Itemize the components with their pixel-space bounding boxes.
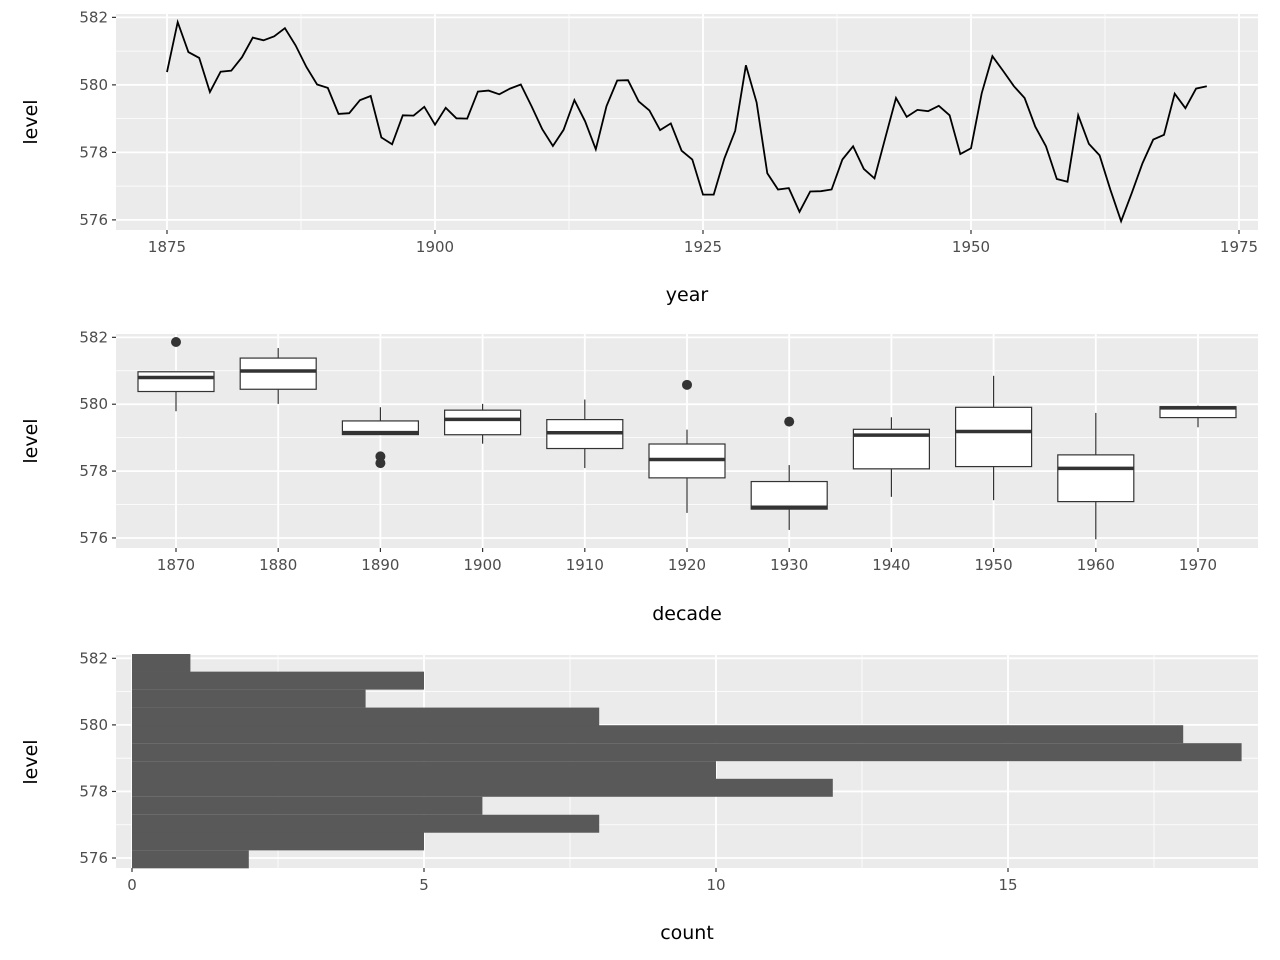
histogram-bar [132,778,833,797]
histogram-bar [132,707,600,726]
histogram-bar [132,796,483,815]
x-tick-label: 5 [419,876,429,894]
histogram-bar [132,654,191,672]
y-tick-label: 576 [79,211,108,229]
histogram-bar [132,850,249,869]
box-1910 [546,399,624,469]
outlier-point [171,337,181,348]
iqr-box [137,371,215,393]
y-tick-label: 582 [79,649,108,667]
x-tick-label: 1975 [1220,238,1258,256]
y-tick-label: 576 [79,849,108,867]
x-tick-label: 10 [706,876,725,894]
y-tick-label: 582 [79,328,108,346]
line-panel: 576 578 580 582 1875 1900 1925 1950 1975 [79,8,1258,256]
x-tick-label: 1870 [157,556,195,574]
box-1930 [750,416,828,530]
x-tick-label: 1925 [684,238,722,256]
box-1960 [1057,412,1135,540]
box-1890 [341,407,419,469]
box-1940 [852,417,931,497]
histogram-bar [132,725,1184,744]
box-1920 [648,379,726,513]
box-1880 [239,348,317,404]
iqr-box [750,480,828,510]
histogram-bar [132,814,600,833]
line-x-axis-title: year [666,284,709,306]
hist-x-axis-title: count [660,922,714,944]
outlier-point [375,451,386,462]
x-tick-label: 1960 [1077,556,1115,574]
histogram-bar [132,743,1242,762]
iqr-box [239,357,317,390]
box-y-axis-title: level [20,418,42,463]
x-tick-label: 1875 [148,238,186,256]
histogram-bar [132,689,366,708]
box-1900 [444,403,522,444]
x-tick-label: 1900 [464,556,502,574]
x-tick-label: 1900 [416,238,454,256]
x-tick-label: 1940 [872,556,910,574]
box-1970 [1159,405,1237,428]
box-1950 [954,375,1033,501]
y-tick-label: 576 [79,529,108,547]
y-tick-label: 580 [79,395,108,413]
histogram-panel: 576 578 580 582 0 5 10 15 [79,649,1258,894]
y-tick-label: 578 [79,782,108,800]
x-tick-label: 0 [127,876,137,894]
x-tick-label: 1920 [668,556,706,574]
x-tick-label: 1950 [952,238,990,256]
histogram-bar [132,832,424,851]
x-tick-label: 1890 [361,556,399,574]
x-tick-label: 15 [998,876,1017,894]
x-tick-label: 1910 [566,556,604,574]
histogram-bar [132,761,716,780]
x-tick-label: 1930 [770,556,808,574]
y-tick-label: 582 [79,8,108,26]
y-tick-label: 580 [79,76,108,94]
hist-y-axis-title: level [20,739,42,784]
histogram-bar [132,671,424,690]
y-tick-label: 578 [79,143,108,161]
y-tick-label: 580 [79,716,108,734]
box-x-axis-title: decade [652,603,722,625]
level-line [166,18,1207,224]
x-tick-label: 1950 [975,556,1013,574]
outlier-point [682,379,692,390]
panel-background [116,14,1258,230]
iqr-box [444,409,522,436]
iqr-box [1057,454,1135,503]
outlier-point [784,416,795,427]
y-tick-label: 578 [79,462,108,480]
x-tick-label: 1970 [1179,556,1217,574]
line-y-axis-title: level [20,99,42,144]
box-1870 [137,337,215,412]
boxplot-panel: 576 578 580 582 1870 1880 1890 1900 1910 1920 1930… [79,328,1258,574]
x-tick-label: 1880 [259,556,297,574]
iqr-box [954,406,1033,468]
